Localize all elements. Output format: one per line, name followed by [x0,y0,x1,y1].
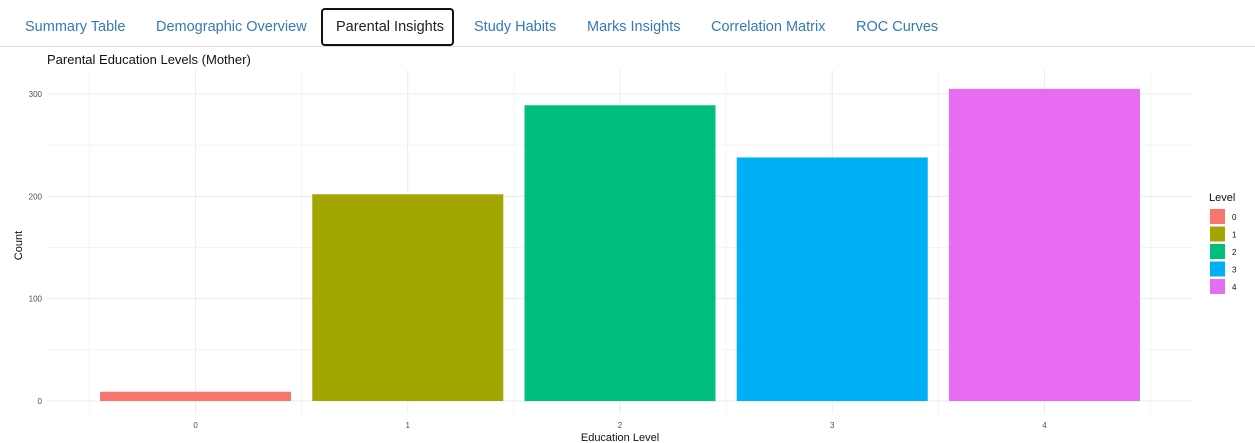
bar-level-0 [100,391,292,401]
legend-label: 0 [1232,213,1237,222]
bar-level-1 [312,194,504,401]
bar-level-2 [524,105,716,401]
x-tick-label: 3 [830,421,835,430]
tab-correlation-matrix[interactable]: Correlation Matrix [711,19,826,35]
x-axis-title: Education Level [581,432,659,443]
chart-title: Parental Education Levels (Mother) [47,52,251,67]
bar-level-4 [948,88,1140,402]
tab-roc-curves[interactable]: ROC Curves [856,19,939,35]
legend-label: 1 [1232,231,1237,240]
bars [100,88,1140,402]
legend-key-1 [1210,226,1225,242]
y-axis-title: Count [13,231,25,260]
tab-demographic-overview[interactable]: Demographic Overview [156,19,307,35]
legend-key-3 [1210,261,1225,277]
bar-level-3 [736,157,928,401]
legend-label: 3 [1232,266,1237,275]
tab-summary-table[interactable]: Summary Table [25,19,126,35]
tab-marks-insights[interactable]: Marks Insights [587,19,681,35]
y-tick-label: 100 [29,295,43,304]
x-tick-label: 1 [406,421,411,430]
legend-key-2 [1210,244,1225,259]
y-tick-label: 300 [29,90,43,99]
x-tick-label: 4 [1042,421,1047,430]
legend-key-0 [1210,209,1225,224]
legend-title: Level [1209,192,1235,204]
x-tick-label: 0 [193,421,198,430]
tab-parental-insights[interactable]: Parental Insights [321,8,454,46]
axis-labels: 0 100 200 300 0 1 2 3 4 Education Level Count [13,90,1047,443]
legend: Level 0 1 2 3 4 [1209,192,1237,294]
tab-bar: Summary Table Demographic Overview Paren… [0,0,1255,47]
legend-label: 2 [1232,248,1237,257]
x-tick-label: 2 [618,421,623,430]
y-tick-label: 200 [29,192,43,201]
tab-study-habits[interactable]: Study Habits [474,19,557,35]
legend-label: 4 [1232,283,1237,292]
y-tick-label: 0 [38,397,43,406]
legend-key-4 [1210,279,1225,294]
